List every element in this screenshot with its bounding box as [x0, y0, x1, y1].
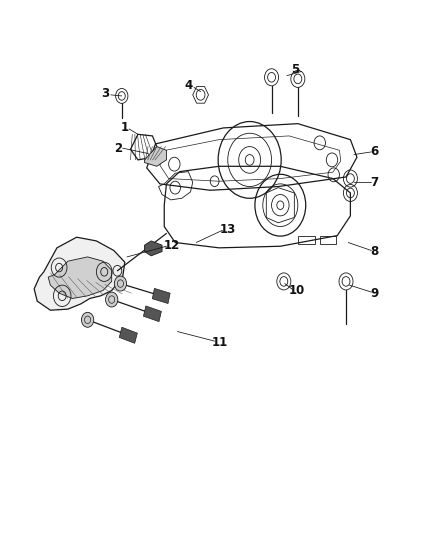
Circle shape	[106, 292, 118, 307]
Polygon shape	[145, 147, 166, 166]
Polygon shape	[119, 327, 138, 343]
Text: 9: 9	[371, 287, 378, 300]
Text: 5: 5	[292, 63, 300, 76]
Text: 3: 3	[101, 87, 109, 100]
Polygon shape	[152, 288, 170, 303]
Circle shape	[81, 312, 94, 327]
Polygon shape	[34, 237, 125, 310]
Text: 13: 13	[219, 223, 236, 236]
Text: 8: 8	[371, 245, 378, 258]
Text: 1: 1	[120, 122, 128, 134]
Polygon shape	[145, 241, 162, 256]
Text: 2: 2	[114, 142, 122, 155]
Polygon shape	[143, 306, 162, 321]
Text: 4: 4	[184, 79, 192, 92]
Text: 10: 10	[289, 284, 305, 297]
Text: 7: 7	[371, 176, 378, 189]
Polygon shape	[48, 257, 112, 298]
Text: 6: 6	[371, 146, 378, 158]
Circle shape	[114, 276, 127, 291]
Text: 12: 12	[163, 239, 180, 252]
Text: 11: 11	[212, 336, 228, 349]
